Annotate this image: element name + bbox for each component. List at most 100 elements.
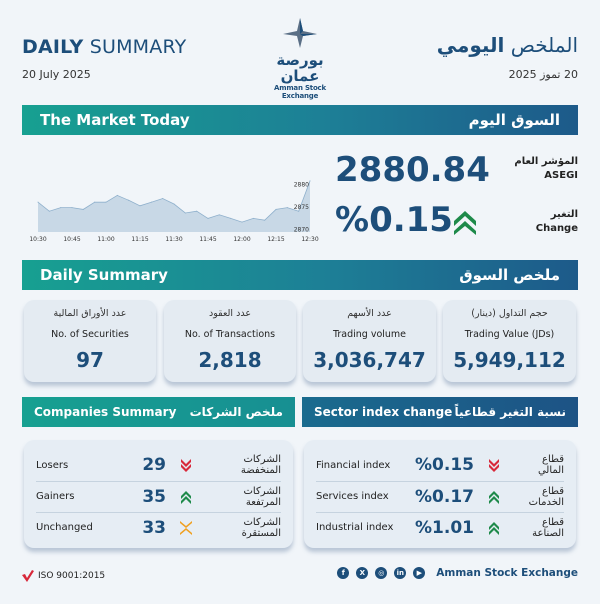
chart-point	[128, 199, 130, 201]
summary-row: Industrial index %1.01 قطاع الصناعة	[316, 512, 564, 542]
date-ar: 20 تموز 2025	[508, 68, 578, 81]
companies-title-en: Companies Summary	[34, 405, 177, 419]
chart-point	[298, 210, 300, 212]
ase-logo: بورصة عمان Amman Stock Exchange	[255, 18, 345, 100]
x-tick-label: 11:00	[97, 236, 114, 243]
x-tick-label: 12:00	[233, 236, 250, 243]
iso-badge: ISO 9001:2015	[22, 570, 105, 582]
daily-summary-banner: Daily Summary ملخص السوق	[22, 260, 578, 290]
chevron-up-icon	[181, 490, 191, 504]
card-label-en: No. of Transactions	[184, 329, 276, 340]
sectors-title-en: Sector index change	[314, 405, 453, 419]
title-en-light: SUMMARY	[89, 36, 187, 58]
y-tick-label: 2875	[294, 204, 309, 211]
check-icon	[22, 570, 34, 582]
companies-banner: Companies Summary ملخص الشركات	[22, 397, 295, 427]
linkedin-icon[interactable]: in	[394, 567, 407, 579]
change-label-ar: التغير	[550, 209, 578, 220]
instagram-icon[interactable]: ◎	[375, 567, 388, 579]
change-label-en: Change	[535, 223, 578, 234]
card-value: 2,818	[198, 348, 262, 372]
card-label-ar: عدد العقود	[209, 308, 251, 319]
x-tick-label: 11:30	[165, 236, 182, 243]
title-ar: الملخص اليومي	[437, 33, 578, 57]
chart-point	[207, 217, 209, 219]
card-value: 97	[76, 348, 104, 372]
card-value: 3,036,747	[313, 348, 426, 372]
row-label-en: Losers	[36, 459, 69, 471]
social-links: f X ◎ in ▶ Amman Stock Exchange	[337, 567, 578, 579]
chart-point	[184, 212, 186, 214]
title-en: DAILY SUMMARY	[22, 36, 186, 58]
x-tick-label: 12:15	[267, 236, 284, 243]
summary-row: Financial index %0.15 قطاع المالي	[316, 450, 564, 480]
title-en-bold: DAILY	[22, 36, 84, 58]
companies-panel: Losers 29 الشركات المنخفضة Gainers 35 الش…	[24, 440, 293, 548]
facebook-icon[interactable]: f	[337, 567, 350, 579]
chart-point	[139, 205, 141, 207]
summary-row: Services index %0.17 قطاع الخدمات	[316, 481, 564, 511]
card-volume: عدد الأسهم Trading volume 3,036,747	[303, 300, 436, 382]
title-ar-light: الملخص	[510, 33, 578, 57]
iso-text: ISO 9001:2015	[38, 571, 106, 581]
chart-point	[94, 201, 96, 203]
card-label-en: No. of Securities	[51, 329, 129, 340]
row-label-ar: قطاع الصناعة	[532, 516, 564, 539]
chevron-up-icon	[489, 521, 499, 535]
card-label-ar: عدد الأوراق المالية	[53, 308, 127, 319]
chevron-down-icon	[489, 459, 499, 472]
chart-point	[286, 207, 288, 209]
org-name: Amman Stock Exchange	[436, 567, 578, 579]
chart-point	[150, 201, 152, 203]
chart-point	[264, 219, 266, 221]
row-label-en: Unchanged	[36, 522, 93, 533]
flat-icon	[180, 520, 192, 535]
daily-summary-title-ar: ملخص السوق	[459, 266, 560, 284]
change-up-icon	[454, 211, 476, 235]
x-icon[interactable]: X	[356, 567, 369, 579]
market-today-title-ar: السوق اليوم	[468, 111, 560, 129]
card-label-en: Trading Value (JDs)	[464, 329, 555, 340]
change-value: %0.15	[335, 200, 453, 240]
date-en: 20 July 2025	[22, 68, 91, 81]
row-label-ar: قطاع المالي	[537, 454, 564, 476]
sectors-title-ar: نسبة التغير قطاعياً	[454, 405, 566, 419]
row-label-ar: الشركات المرتفعة	[243, 485, 282, 508]
chart-point	[71, 207, 73, 209]
chart-point	[230, 217, 232, 219]
row-value: %0.15	[415, 455, 474, 475]
chart-area	[38, 180, 310, 232]
x-tick-label: 11:15	[131, 236, 148, 243]
chart-point	[105, 201, 107, 203]
row-label-ar: الشركات المنخفضة	[240, 454, 281, 476]
logo-en: Amman Stock Exchange	[274, 84, 326, 100]
index-label: المؤشر العام ASEGI	[514, 155, 578, 183]
row-label-en: Financial index	[316, 459, 391, 471]
card-label-ar: حجم التداول (دينار)	[471, 308, 548, 319]
chevron-up-icon	[489, 490, 499, 504]
summary-row: Gainers 35 الشركات المرتفعة	[36, 481, 281, 511]
chart-point	[82, 208, 84, 210]
youtube-icon[interactable]: ▶	[413, 567, 426, 579]
title-ar-bold: اليومي	[436, 33, 505, 57]
chart-point	[241, 221, 243, 223]
card-value: 5,949,112	[453, 348, 566, 372]
card-label-ar: عدد الأسهم	[347, 308, 392, 319]
chart-point	[309, 180, 311, 182]
x-tick-label: 10:45	[63, 236, 80, 243]
x-tick-label: 10:30	[30, 236, 47, 243]
row-value: %1.01	[415, 517, 474, 538]
row-label-en: Gainers	[36, 491, 75, 502]
chart-point	[173, 203, 175, 205]
chart-point	[116, 194, 118, 196]
card-securities: عدد الأوراق المالية No. of Securities 97	[24, 300, 156, 382]
summary-row: Unchanged 33 الشركات المستقرة	[36, 512, 281, 542]
market-today-banner: The Market Today السوق اليوم	[22, 105, 578, 135]
index-label-ar: المؤشر العام	[514, 156, 578, 167]
chart-point	[162, 198, 164, 200]
row-value: %0.17	[415, 486, 474, 507]
index-value: 2880.84	[335, 150, 490, 190]
index-chart: 10:30 10:45 11:00 11:15 11:30 11:45 12:00 12:15…	[30, 180, 319, 243]
chart-point	[60, 207, 62, 209]
sectors-panel: Financial index %0.15 قطاع المالي Service…	[304, 440, 576, 548]
